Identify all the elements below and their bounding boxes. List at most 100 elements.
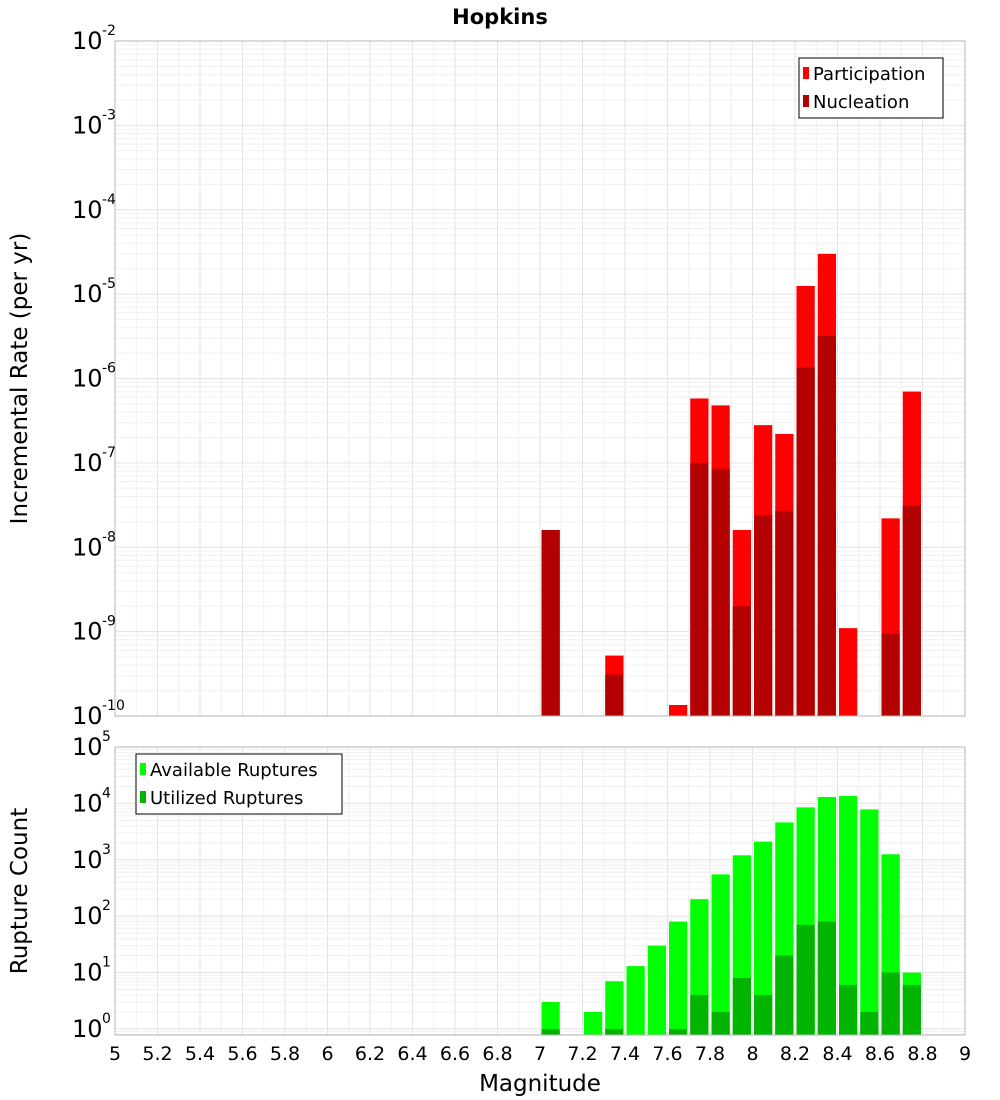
y-tick-exponent: -5 <box>102 276 116 292</box>
y-tick-label: 10 <box>72 1015 103 1043</box>
available-ruptures-bar <box>669 921 688 1035</box>
x-tick-label: 5.8 <box>270 1043 300 1065</box>
y-axis-title: Rupture Count <box>7 808 33 974</box>
utilized-ruptures-bar <box>754 994 773 1035</box>
plot-border <box>114 40 966 717</box>
y-tick-exponent: 5 <box>102 729 111 745</box>
y-tick-exponent: -4 <box>102 192 116 208</box>
available-ruptures-bar <box>605 981 624 1035</box>
available-ruptures-bar <box>839 796 858 1035</box>
nucleation-bar <box>732 606 751 716</box>
legend-label: Available Ruptures <box>150 760 318 781</box>
y-tick-label: 10 <box>72 365 103 393</box>
y-tick-exponent: -7 <box>102 445 116 461</box>
y-tick-exponent: -3 <box>102 107 116 123</box>
y-tick-exponent: 2 <box>102 898 111 914</box>
y-tick-label: 10 <box>72 196 103 224</box>
chart-titles: Hopkins <box>452 5 548 29</box>
x-tick-label: 8.2 <box>780 1043 810 1065</box>
x-tick-label: 7.2 <box>567 1043 597 1065</box>
x-tick-label: 5.4 <box>185 1043 215 1065</box>
available-ruptures-bar <box>860 809 879 1035</box>
utilized-ruptures-bar <box>669 1028 688 1035</box>
utilized-ruptures-bar <box>690 994 709 1035</box>
nucleation-bar <box>754 515 773 716</box>
utilized-ruptures-bar <box>860 1011 879 1035</box>
chart-title: Hopkins <box>452 5 548 29</box>
nucleation-bar <box>775 510 794 716</box>
legend-swatch <box>140 791 146 803</box>
utilized-ruptures-bar <box>711 1011 730 1035</box>
legend-label: Participation <box>813 64 925 85</box>
nucleation-bar <box>817 335 836 716</box>
nucleation-bar <box>902 505 921 716</box>
nucleation-bar <box>881 633 900 716</box>
nucleation-bar <box>711 468 730 716</box>
available-ruptures-bar <box>711 874 730 1035</box>
y-tick-exponent: -2 <box>102 23 116 39</box>
legend-label: Utilized Ruptures <box>150 788 303 809</box>
nucleation-bar <box>690 462 709 716</box>
utilized-ruptures-bar <box>902 985 921 1035</box>
utilized-ruptures-bar <box>796 924 815 1035</box>
x-tick-label: 7.4 <box>610 1043 640 1065</box>
available-ruptures-bar <box>754 841 773 1035</box>
x-axis-title: Magnitude <box>479 1071 601 1097</box>
y-tick-label: 10 <box>72 902 103 930</box>
x-tick-label: 7 <box>534 1043 546 1065</box>
legend-swatch <box>803 67 809 79</box>
utilized-ruptures-bar <box>881 972 900 1035</box>
x-tick-label: 6.8 <box>482 1043 512 1065</box>
utilized-ruptures-bar <box>541 1028 560 1035</box>
x-tick-label: 7.8 <box>695 1043 725 1065</box>
x-tick-label: 8.6 <box>865 1043 895 1065</box>
y-tick-exponent: -10 <box>102 698 125 714</box>
x-tick-label: 5 <box>109 1043 121 1065</box>
y-tick-label: 10 <box>72 618 103 646</box>
utilized-ruptures-bar <box>732 977 751 1035</box>
y-tick-label: 10 <box>72 702 103 730</box>
y-tick-exponent: 3 <box>102 842 111 858</box>
plot-border <box>114 746 966 1036</box>
nucleation-bar <box>605 674 624 716</box>
legend-label: Nucleation <box>813 92 909 113</box>
nucleation-bar <box>796 367 815 716</box>
nucleation-bar <box>541 530 560 716</box>
y-tick-exponent: -9 <box>102 614 116 630</box>
y-tick-exponent: 4 <box>102 785 111 801</box>
participation-bar <box>839 628 858 716</box>
available-ruptures-bar <box>626 966 645 1035</box>
y-tick-label: 10 <box>72 449 103 477</box>
y-tick-label: 10 <box>72 733 103 761</box>
legend-box <box>135 753 343 815</box>
legend-box <box>798 57 944 119</box>
y-tick-label: 10 <box>72 111 103 139</box>
y-tick-label: 10 <box>72 27 103 55</box>
y-tick-label: 10 <box>72 789 103 817</box>
y-tick-label: 10 <box>72 959 103 987</box>
available-ruptures-bar <box>541 1002 560 1035</box>
x-tick-label: 6 <box>321 1043 333 1065</box>
y-tick-exponent: -6 <box>102 361 116 377</box>
x-axis: 5 5.2 5.4 5.6 5.8 6 6.2 6.4 6.6 6.8 7 7.2 7.4 7.6 7.8 8… <box>109 1043 971 1097</box>
y-tick-label: 10 <box>72 846 103 874</box>
utilized-ruptures-bar <box>775 955 794 1035</box>
y-tick-exponent: -8 <box>102 529 116 545</box>
participation-bar <box>669 705 688 716</box>
x-tick-label: 5.2 <box>142 1043 172 1065</box>
legend-swatch <box>803 95 809 107</box>
x-tick-label: 7.6 <box>652 1043 682 1065</box>
available-ruptures-bar <box>647 945 666 1035</box>
y-tick-label: 10 <box>72 533 103 561</box>
y-tick-exponent: 0 <box>102 1011 111 1027</box>
available-ruptures-bar <box>584 1011 603 1035</box>
utilized-ruptures-bar <box>817 921 836 1035</box>
utilized-ruptures-bar <box>605 1028 624 1035</box>
x-tick-label: 8.4 <box>822 1043 852 1065</box>
x-tick-label: 6.2 <box>355 1043 385 1065</box>
x-tick-label: 8.8 <box>907 1043 937 1065</box>
utilized-ruptures-bar <box>839 985 858 1035</box>
